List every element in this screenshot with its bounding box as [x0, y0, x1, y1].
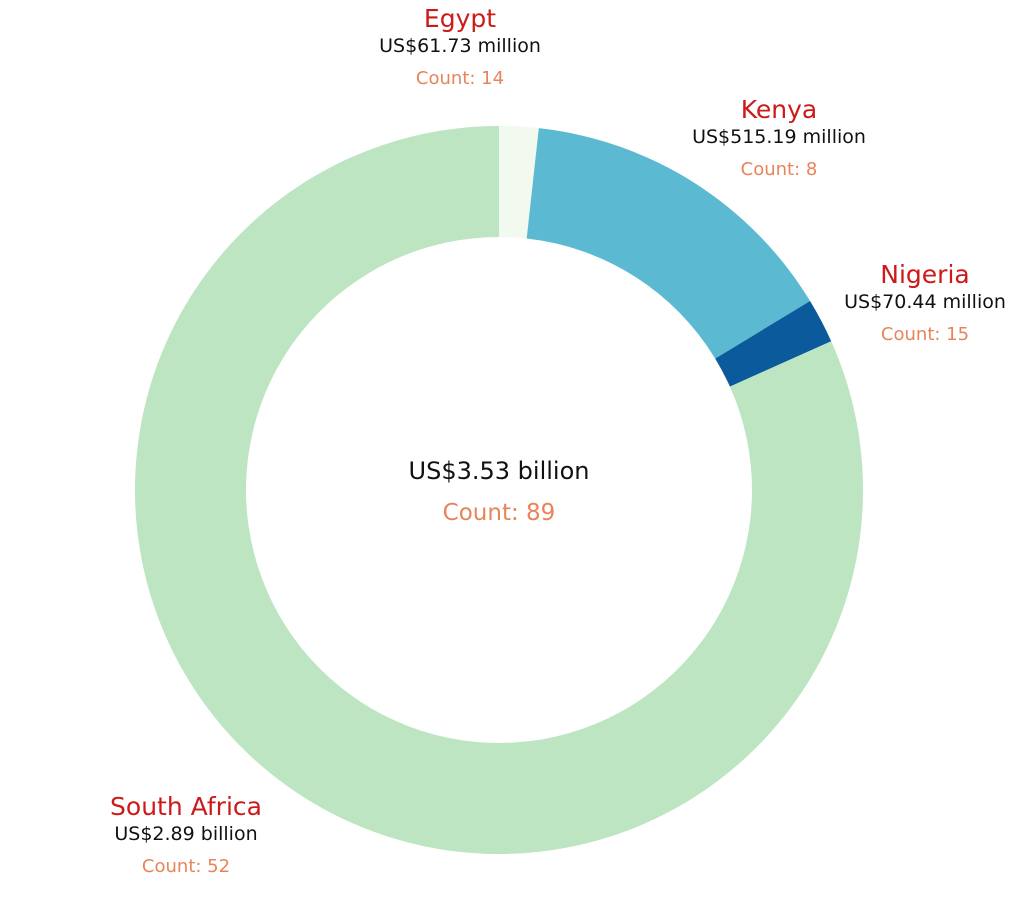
- count-label-nigeria: Count: 15: [880, 324, 970, 345]
- center-total-count: Count: 89: [442, 500, 556, 526]
- label-south-africa: South Africa US$2.89 billion Count: 52: [26, 792, 346, 879]
- center-total-amount: US$3.53 billion: [408, 457, 590, 485]
- slice-nigeria: [715, 300, 832, 387]
- slice-south-africa: [134, 126, 863, 854]
- count-label-kenya: Count: 8: [740, 159, 818, 180]
- donut-slices: [134, 126, 863, 854]
- count-label-south-africa: Count: 52: [141, 856, 231, 877]
- amount-label-nigeria: US$70.44 million: [844, 291, 1006, 313]
- label-egypt: Egypt US$61.73 million Count: 14: [300, 4, 620, 91]
- amount-label-kenya: US$515.19 million: [692, 126, 866, 148]
- center-label: US$3.53 billion Count: 89: [339, 456, 659, 528]
- amount-label-egypt: US$61.73 million: [379, 35, 541, 57]
- label-kenya: Kenya US$515.19 million Count: 8: [619, 95, 939, 182]
- slice-kenya: [526, 128, 811, 359]
- country-label-egypt: Egypt: [423, 4, 497, 33]
- country-label-nigeria: Nigeria: [880, 260, 970, 289]
- country-label-kenya: Kenya: [740, 95, 818, 124]
- count-label-egypt: Count: 14: [415, 68, 505, 89]
- amount-label-south-africa: US$2.89 billion: [114, 823, 258, 845]
- country-label-south-africa: South Africa: [110, 792, 262, 821]
- label-nigeria: Nigeria US$70.44 million Count: 15: [765, 260, 1024, 347]
- slice-egypt: [499, 126, 539, 239]
